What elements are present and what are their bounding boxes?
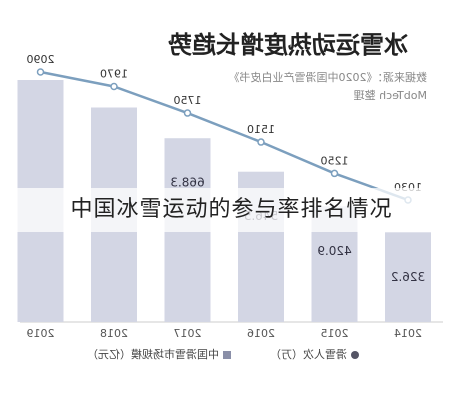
bar: [385, 232, 431, 322]
line-point: [257, 138, 265, 146]
bar-value-label: 668.3: [170, 176, 204, 190]
line: [40, 70, 409, 202]
chart-title: 冰雪运动热度增长趋势: [168, 31, 408, 59]
line-value-label: 1970: [100, 67, 128, 80]
line-point: [330, 169, 339, 178]
x-tick-label: 2018: [100, 327, 128, 340]
x-tick-label: 2016: [247, 327, 275, 340]
bar-value-label: 420.9: [317, 244, 351, 258]
line-point: [110, 82, 118, 91]
x-tick-label: 2019: [27, 327, 55, 340]
line-value-label: 1250: [321, 154, 349, 167]
x-tick-label: 2015: [321, 327, 349, 340]
line-value-label: 1750: [174, 94, 202, 107]
x-tick-label: 2014: [394, 327, 422, 340]
source: 数据来源：《2020中国滑雪产业白皮书》: [229, 70, 428, 84]
bar-value-label: 326.2: [391, 270, 425, 284]
line-point: [36, 68, 45, 76]
x-tick-label: 2017: [174, 327, 202, 340]
legend-marker: [223, 351, 231, 359]
legend-marker: [351, 351, 359, 359]
line-point: [183, 109, 192, 117]
legend-label: 中国滑雪市场规模（亿元）: [87, 347, 219, 361]
line-value-label: 1510: [247, 123, 275, 136]
caption: 中国冰雪运动的参与率排名情况: [0, 188, 463, 232]
line-value-label: 2090: [27, 53, 55, 66]
legend-label: 滑雪人次（万）: [270, 347, 347, 361]
source: MobTech 整理: [354, 88, 427, 102]
